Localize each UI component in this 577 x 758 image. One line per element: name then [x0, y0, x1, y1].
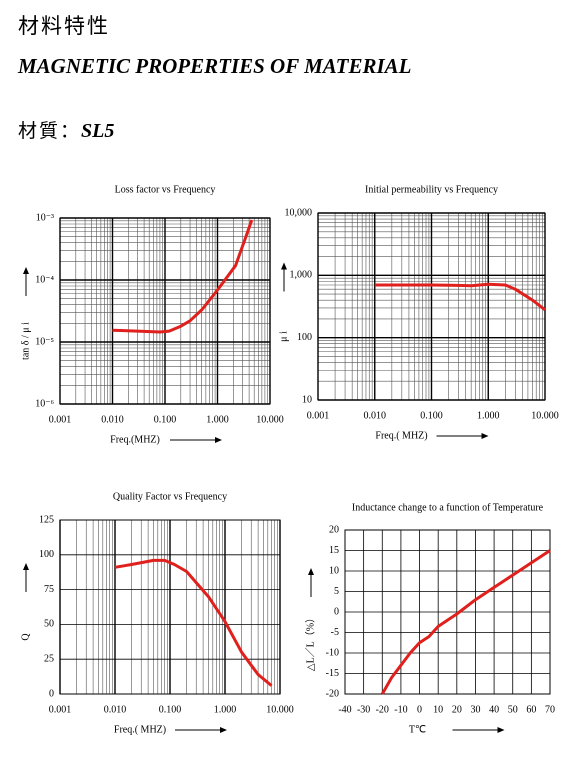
x-tick-label: -30 — [357, 704, 370, 715]
y-tick-label: 0 — [334, 606, 339, 617]
y-tick-label: 10⁻⁵ — [35, 336, 54, 347]
y-tick-label: 0 — [49, 688, 54, 699]
title-cn: 材料特性 — [18, 14, 110, 38]
data-line — [380, 549, 551, 695]
plot-frame — [317, 212, 546, 401]
y-tick-label: 20 — [329, 524, 339, 535]
y-axis-label: △L／L（%） — [304, 613, 316, 671]
x-tick-label: 60 — [526, 704, 536, 715]
y-tick-label: -5 — [331, 627, 339, 638]
plot-frame — [344, 529, 551, 695]
y-tick-label: 50 — [44, 619, 54, 630]
y-axis-label: tan δ / μ i — [20, 322, 31, 360]
x-axis-label: T℃ — [409, 724, 426, 735]
y-tick-label: 10,000 — [285, 207, 313, 218]
x-tick-label: 50 — [508, 704, 518, 715]
x-tick-label: -40 — [338, 704, 351, 715]
x-tick-label: 1.000 — [214, 704, 237, 715]
data-line — [112, 219, 254, 334]
x-tick-label: 0 — [417, 704, 422, 715]
y-tick-label: 100 — [297, 332, 312, 343]
x-tick-label: 0.001 — [49, 704, 72, 715]
y-tick-label: 10 — [302, 394, 312, 405]
x-arrow-head — [220, 727, 227, 733]
x-tick-label: 0.010 — [104, 704, 127, 715]
data-line — [114, 558, 273, 687]
data-line — [374, 282, 546, 311]
x-tick-label: 0.010 — [364, 410, 387, 421]
material-line: 材質：SL5 — [18, 116, 114, 143]
x-tick-label: 20 — [452, 704, 462, 715]
material: SL5 — [81, 120, 115, 142]
x-tick-label: 40 — [489, 704, 499, 715]
y-tick-label: 10⁻⁴ — [35, 274, 54, 285]
x-tick-label: 30 — [470, 704, 480, 715]
x-axis-label: Freq.(MHZ) — [110, 434, 160, 445]
chart-title: Quality Factor vs Frequency — [113, 491, 227, 502]
x-tick-label: 0.001 — [307, 410, 330, 421]
y-axis-label: Q — [20, 633, 31, 641]
y-arrow-head — [308, 568, 314, 575]
x-tick-label: 0.100 — [420, 410, 443, 421]
x-axis-label: Freq.( MHZ) — [114, 724, 166, 735]
y-tick-label: 100 — [39, 549, 54, 560]
plot-frame — [59, 217, 271, 405]
y-arrow-head — [281, 262, 287, 270]
x-tick-label: 10.000 — [531, 410, 559, 421]
y-tick-label: 10 — [329, 565, 339, 576]
y-arrow-head — [23, 267, 29, 274]
plot-frame — [59, 519, 281, 695]
chart-title: Initial permeability vs Frequency — [365, 184, 498, 195]
y-tick-label: -10 — [326, 647, 339, 658]
x-tick-label: -20 — [376, 704, 389, 715]
y-tick-label: 125 — [39, 514, 54, 525]
y-tick-label: 10⁻³ — [36, 212, 54, 223]
x-tick-label: 10.000 — [266, 704, 294, 715]
y-tick-label: -15 — [326, 668, 339, 679]
x-tick-label: 10 — [433, 704, 443, 715]
x-tick-label: 0.001 — [49, 414, 72, 425]
y-tick-label: 15 — [329, 545, 339, 556]
y-tick-label: 1,000 — [290, 270, 313, 281]
x-tick-label: -10 — [394, 704, 407, 715]
y-axis-label: μ i — [278, 331, 289, 342]
chart-title: Loss factor vs Frequency — [115, 184, 216, 195]
x-arrow-head — [215, 437, 222, 443]
x-arrow-head — [497, 727, 505, 733]
x-tick-label: 0.100 — [154, 414, 177, 425]
material-label: 材質： — [18, 121, 82, 142]
x-tick-label: 70 — [545, 704, 555, 715]
y-tick-label: 25 — [44, 653, 54, 664]
x-arrow-head — [481, 433, 489, 439]
x-tick-label: 1.000 — [206, 414, 229, 425]
x-tick-label: 0.100 — [159, 704, 182, 715]
x-tick-label: 0.010 — [101, 414, 124, 425]
y-tick-label: -20 — [326, 688, 339, 699]
x-tick-label: 1.000 — [477, 410, 500, 421]
y-tick-label: 10⁻⁶ — [35, 398, 54, 409]
x-axis-label: Freq.( MHZ) — [375, 430, 427, 441]
x-tick-label: 10.000 — [256, 414, 284, 425]
y-arrow-head — [23, 563, 29, 570]
chart-title: Inductance change to a function of Tempe… — [352, 502, 544, 513]
y-tick-label: 5 — [334, 586, 339, 597]
y-tick-label: 75 — [44, 584, 54, 595]
title-en: MAGNETIC PROPERTIES OF MATERIAL — [18, 54, 412, 78]
